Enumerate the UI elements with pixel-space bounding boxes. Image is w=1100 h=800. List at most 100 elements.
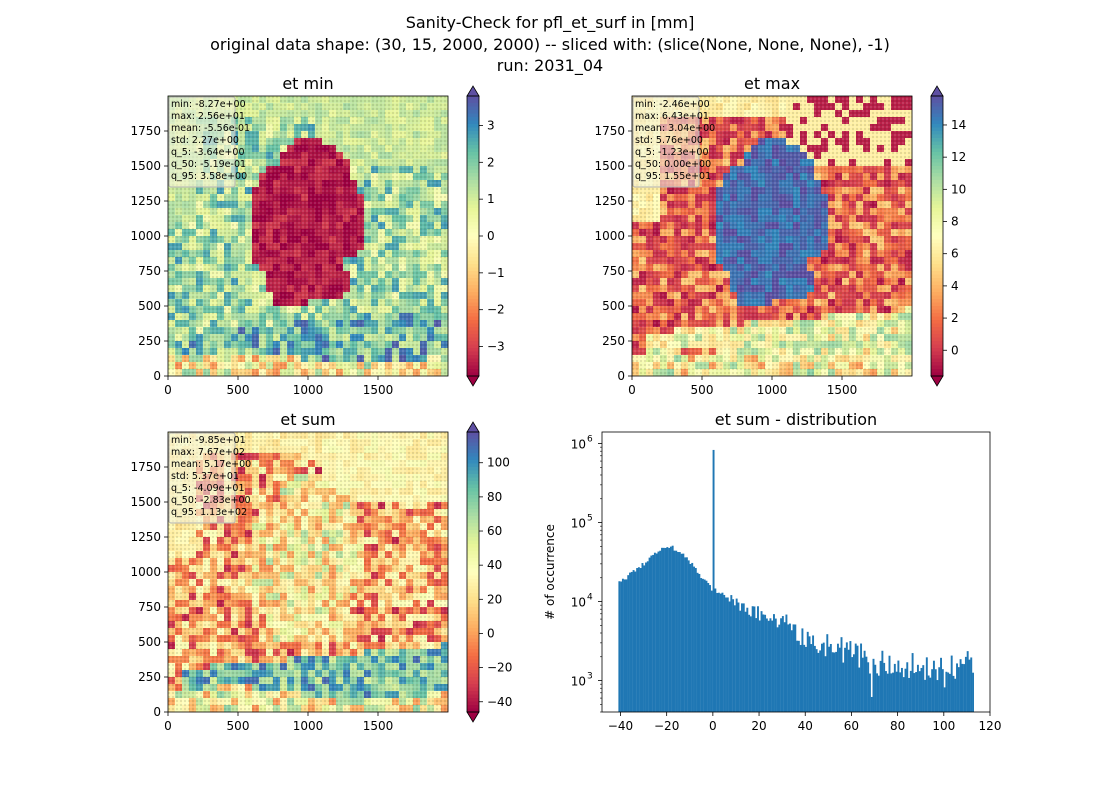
colorbar-tick-label: 20	[487, 592, 502, 606]
colorbar-segment	[467, 246, 479, 251]
y-tick-label: 1000	[594, 229, 625, 243]
colorbar-segment	[931, 302, 943, 307]
histogram-bar	[744, 611, 747, 712]
y-tick-label: 0	[153, 705, 161, 719]
colorbar-segment	[931, 344, 943, 349]
colorbar-segment	[467, 484, 479, 489]
histogram-frame	[601, 431, 991, 713]
histogram-bar	[643, 565, 646, 712]
y-tick-label: 1500	[130, 159, 161, 173]
colorbar-segment	[931, 243, 943, 247]
colorbar-segment	[931, 141, 943, 146]
histogram-bar	[755, 618, 758, 712]
colorbar-segment	[931, 281, 943, 286]
colorbar-segment	[467, 351, 479, 356]
colorbar-segment	[467, 362, 479, 366]
colorbar-segment	[931, 127, 943, 132]
histogram-bar	[918, 671, 921, 712]
colorbar-segment	[931, 197, 943, 202]
colorbar-segment	[467, 673, 479, 678]
histogram-bar	[863, 650, 866, 712]
colorbar-segment	[467, 568, 479, 573]
histogram-bar	[822, 642, 825, 712]
y-tick-label: 750	[138, 264, 161, 278]
histogram-bar	[735, 598, 738, 712]
colorbar-segment	[467, 617, 479, 622]
colorbar: −40 −20 0 20 40 60 80 100	[466, 421, 512, 723]
histogram-bar	[710, 590, 713, 712]
histogram-bar	[968, 659, 971, 712]
colorbar-segment	[467, 439, 479, 443]
colorbar-segment	[467, 337, 479, 342]
histogram-bar	[849, 641, 852, 712]
histogram-bar	[940, 657, 942, 712]
colorbar-segment	[467, 180, 479, 184]
y-tick-label: 1750	[130, 124, 161, 138]
histogram-bar	[909, 670, 912, 712]
colorbar-segment	[467, 106, 479, 111]
histogram-bar	[728, 601, 731, 712]
histogram-bar	[947, 672, 950, 712]
colorbar-segment	[467, 551, 479, 555]
colorbar-segment	[931, 117, 943, 121]
colorbar-tick-label: −40	[487, 695, 512, 709]
histogram-bar	[733, 605, 736, 712]
colorbar-segment	[931, 250, 943, 254]
colorbar-segment	[467, 239, 479, 244]
heatmap-panel-et-min: et min 0 500 1000 1500 0 250 500 750 1000 1250 1500…	[130, 74, 504, 397]
colorbar-segment	[467, 208, 479, 212]
histogram-bar	[833, 652, 836, 712]
colorbar-segment	[467, 215, 479, 219]
colorbar-segment	[467, 243, 479, 247]
colorbar-segment	[467, 638, 479, 643]
colorbar-tick-label: 0	[487, 229, 495, 243]
colorbar-segment	[467, 474, 479, 478]
histogram-bar	[920, 667, 923, 712]
histogram-bar	[737, 602, 740, 712]
stats-line: q_5: -1.23e+00	[635, 147, 709, 158]
histogram-bar	[957, 667, 960, 712]
histogram-bar	[694, 567, 697, 712]
x-tick-label: 0	[709, 719, 717, 733]
colorbar-segment	[467, 295, 479, 300]
x-tick-label: 0	[628, 383, 636, 397]
histogram-bar	[835, 651, 838, 712]
y-tick-label: 1250	[594, 194, 625, 208]
colorbar-segment	[467, 526, 479, 531]
histogram-bar	[774, 618, 777, 712]
colorbar-segment	[467, 173, 479, 177]
colorbar-segment	[467, 281, 479, 286]
stats-line: max: 7.67e+02	[171, 447, 245, 458]
colorbar-segment	[467, 519, 479, 524]
colorbar-segment	[467, 663, 479, 667]
histogram-bar	[618, 581, 621, 712]
colorbar-segment	[467, 593, 479, 597]
colorbar-segment	[931, 148, 943, 153]
colorbar-extend-top	[466, 421, 480, 433]
stats-line: mean: -5.56e-01	[171, 123, 250, 134]
histogram-bar	[817, 652, 820, 712]
stats-line: q_50: -5.19e-01	[171, 159, 246, 170]
histogram-bar	[879, 660, 882, 712]
heatmap-title: et min	[282, 74, 333, 93]
colorbar-segment	[467, 278, 479, 282]
histogram-bar	[874, 664, 877, 712]
colorbar-segment	[931, 218, 943, 223]
colorbar-segment	[467, 285, 479, 289]
colorbar-segment	[467, 687, 479, 692]
colorbar-segment	[467, 183, 479, 188]
histogram-bar	[888, 655, 891, 712]
colorbar-segment	[467, 274, 479, 279]
colorbar-segment	[467, 481, 479, 485]
colorbar-segment	[467, 624, 479, 629]
histogram-bar	[959, 659, 962, 712]
colorbar-segment	[467, 516, 479, 520]
colorbar-segment	[931, 253, 943, 258]
colorbar-segment	[467, 652, 479, 657]
colorbar-segment	[931, 264, 943, 268]
histogram-bar	[671, 545, 674, 712]
colorbar-segment	[931, 222, 943, 226]
heatmap-panel-et-max: et max 0 500 1000 1500 0 250 500 750 1000 1250 1500…	[594, 74, 966, 397]
colorbar-segment	[467, 512, 479, 517]
